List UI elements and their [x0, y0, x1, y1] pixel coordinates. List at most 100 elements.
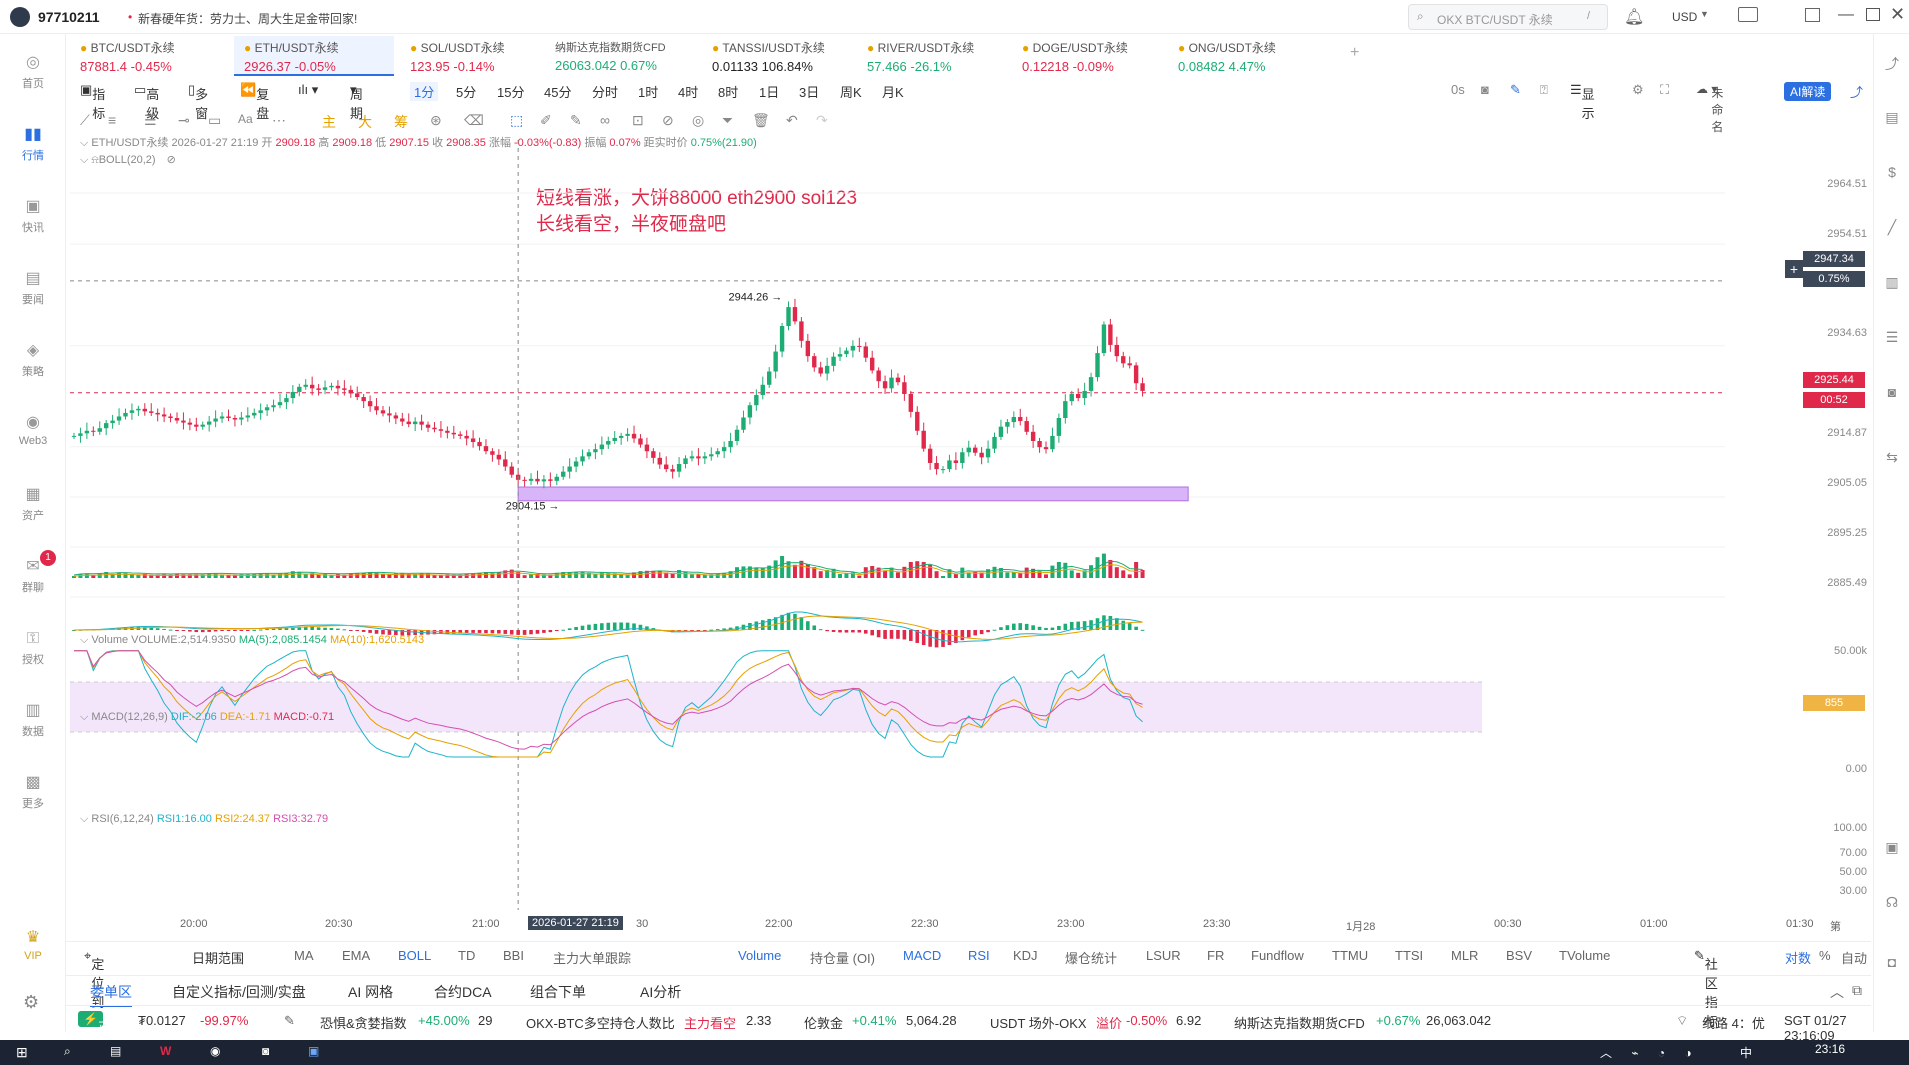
interval-4h[interactable]: 4时 [678, 85, 699, 100]
search-box[interactable]: ⌕ OKX BTC/USDT 永续 / [1408, 4, 1608, 30]
share-icon[interactable]: ⤴ [1885, 56, 1899, 72]
interval-1m[interactable]: 1分 [410, 82, 439, 101]
main-indicator-ma[interactable]: MA [294, 948, 314, 963]
orderbook-icon[interactable]: ▤ [1885, 109, 1899, 125]
collapse-icon[interactable]: ⌵ [80, 634, 89, 646]
bell-icon[interactable]: 🔔︎ [1624, 9, 1645, 26]
main-indicator-bigorder[interactable]: 主力大单跟踪 [553, 951, 632, 966]
balance[interactable]: ₮0.0127 [138, 1013, 186, 1028]
period-button[interactable]: 周期 ▾ [350, 82, 364, 121]
interval-8h[interactable]: 8时 [718, 85, 739, 100]
ticker-tab[interactable]: ● RIVER/USDT永续 57.466 -26.1% [857, 36, 1012, 76]
interval-45m[interactable]: 45分 [544, 85, 572, 100]
tab-ai-analysis[interactable]: AI分析 [640, 984, 682, 1000]
nav-data[interactable]: ▥ 数据 [0, 702, 66, 739]
depth-icon[interactable]: ▥ [1885, 274, 1899, 290]
select-tool-icon[interactable]: ⬚ [510, 112, 524, 128]
sub-indicator-kdj[interactable]: KDJ [1013, 948, 1038, 963]
interval-5m[interactable]: 5分 [456, 85, 477, 100]
main-indicator-boll[interactable]: BOLL [398, 948, 432, 963]
sub-indicator-ttmu[interactable]: TTMU [1332, 948, 1369, 963]
interval-month[interactable]: 月K [882, 85, 904, 100]
eye-off-icon[interactable]: ⊘ [166, 154, 176, 166]
ls-ratio-label[interactable]: OKX-BTC多空持仓人数比 [526, 1016, 675, 1031]
interval-timeline[interactable]: 分时 [592, 85, 619, 100]
browser-icon[interactable]: ◉ [210, 1044, 221, 1058]
percent-scale-toggle[interactable]: % [1819, 948, 1831, 963]
ticker-tab[interactable]: ● ONG/USDT永续 0.08482 4.47% [1168, 36, 1323, 76]
interval-15m[interactable]: 15分 [497, 85, 525, 100]
hline-tool-icon[interactable]: ≡ [108, 112, 117, 128]
promo-text[interactable]: 新春硬年货：劳力士、周大生足金带回家! [138, 12, 358, 26]
ticker-tab[interactable]: ● BTC/USDT永续 87881.4 -0.45% [70, 36, 230, 76]
settings-small-icon[interactable]: ⚙ [1632, 82, 1644, 97]
sub-indicator-bsv[interactable]: BSV [1506, 948, 1533, 963]
replay-button[interactable]: ⏪ 复盘 [240, 82, 270, 121]
interval-3d[interactable]: 3日 [799, 85, 820, 100]
taskbar-clock[interactable]: 23:16 [1815, 1042, 1846, 1056]
nav-web3[interactable]: ◉ Web3 [0, 414, 66, 447]
user-icon[interactable] [10, 7, 30, 27]
tray-icons[interactable]: ︿ ⌁ ◔ ◑ [1600, 1046, 1700, 1060]
headset-icon[interactable]: ☊ [1885, 894, 1899, 910]
sub-indicator-lsur[interactable]: LSUR [1146, 948, 1181, 963]
date-range-button[interactable]: 日期范围 [192, 951, 245, 966]
main-indicator-bbi[interactable]: BBI [503, 948, 524, 963]
nav-chat[interactable]: ✉ 群聊 1 [0, 550, 66, 595]
ime-indicator[interactable]: 中 [1740, 1046, 1753, 1060]
sub-indicator-oi[interactable]: 持仓量 (OI) [810, 951, 875, 966]
community-indicator-button[interactable]: ✎ 社区指标 [1694, 948, 1718, 1029]
app-icon[interactable]: ◙ [262, 1044, 270, 1058]
close-icon[interactable]: ✕ [1890, 4, 1906, 24]
pip-icon[interactable] [1805, 8, 1820, 22]
indicator-button[interactable]: ▣ 指标 [80, 82, 106, 121]
ticker-tab-active[interactable]: ● ETH/USDT永续 2926.37 -0.05% [234, 36, 394, 76]
main-indicator-ema[interactable]: EMA [342, 948, 371, 963]
sub-indicator-liq[interactable]: 爆仓统计 [1065, 951, 1118, 966]
maximize-icon[interactable] [1866, 8, 1880, 21]
camera-icon[interactable]: ◙ [1481, 82, 1489, 97]
main-force-icon[interactable]: 主 [322, 114, 336, 130]
sub-indicator-volume[interactable]: Volume [738, 948, 782, 963]
app-active-icon[interactable]: ▣ [308, 1044, 320, 1058]
display-button[interactable]: ☰ 显示 [1570, 82, 1595, 121]
taskview-icon[interactable]: ▤ [110, 1044, 122, 1058]
nav-more[interactable]: ▩ 更多 [0, 774, 66, 811]
brush-tool-icon[interactable]: ✐ [540, 112, 552, 128]
auto-scale-toggle[interactable]: 自动 [1841, 951, 1868, 966]
sub-indicator-macd[interactable]: MACD [903, 948, 942, 963]
sub-indicator-fundflow[interactable]: Fundflow [1251, 948, 1304, 963]
wps-icon[interactable]: W [160, 1044, 172, 1058]
signal-icon[interactable]: ╱ [1887, 219, 1897, 235]
trendline-tool-icon[interactable]: ⟋ [80, 112, 90, 128]
trash-icon[interactable]: 🗑︎ [752, 112, 770, 128]
usdt-otc-label[interactable]: USDT 场外-OKX [990, 1016, 1087, 1031]
collapse-panel-icon[interactable]: ︿ [1830, 984, 1844, 1000]
nav-news[interactable]: ▤ 要闻 [0, 270, 66, 307]
lock-tool-icon[interactable]: ⊡ [632, 112, 644, 128]
multi-window-button[interactable]: ▯ 多窗 [188, 82, 209, 121]
chips-icon[interactable]: 筹 [394, 114, 408, 130]
tab-dca[interactable]: 合约DCA [434, 984, 492, 1000]
eraser-icon[interactable]: ⌫ [464, 112, 484, 128]
more-tools-icon[interactable]: ⋯ [272, 112, 286, 128]
tab-ai-grid[interactable]: AI 网格 [348, 984, 394, 1000]
interval-1h[interactable]: 1时 [638, 85, 659, 100]
ray-tool-icon[interactable]: ⊸ [178, 112, 190, 128]
collapse-icon[interactable]: ⌵ [80, 813, 89, 825]
collapse-icon[interactable]: ⌵ [80, 154, 89, 166]
sub-indicator-tvolume[interactable]: TVolume [1559, 948, 1611, 963]
ticker-tab[interactable]: ● DOGE/USDT永续 0.12218 -0.09% [1012, 36, 1167, 76]
visibility-tool-icon[interactable]: ◎ [692, 112, 705, 128]
share-chart-icon[interactable]: ⤴ [1850, 85, 1864, 100]
list-icon[interactable]: ☰ [1885, 329, 1899, 345]
nav-assets[interactable]: ▦ 资产 [0, 486, 66, 523]
edit-icon[interactable]: ✎ [284, 1013, 295, 1028]
candlestick-chart[interactable]: 2944.26 → 2904.15 → [70, 140, 1805, 940]
ticker-tab[interactable]: ● TANSSI/USDT永续 0.01133 106.84% [702, 36, 857, 76]
tab-combo[interactable]: 组合下单 [530, 984, 586, 1000]
main-indicator-td[interactable]: TD [458, 948, 476, 963]
interval-week[interactable]: 周K [840, 85, 862, 100]
locate-button[interactable]: ⌖ 定位到... [84, 948, 116, 1010]
sub-indicator-rsi[interactable]: RSI [968, 948, 990, 963]
